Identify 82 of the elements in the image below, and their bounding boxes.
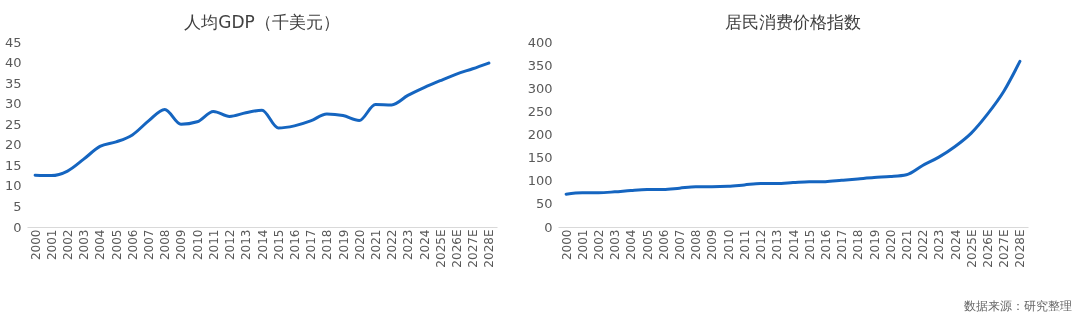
y-tick-label: 15: [4, 157, 22, 173]
x-tick-label: 2025E: [433, 229, 448, 268]
x-tick-label: 2000: [559, 229, 574, 261]
y-tick-label: 400: [527, 34, 553, 50]
x-tick-label: 2026E: [449, 229, 464, 268]
x-tick-label: 2004: [624, 229, 639, 261]
y-tick-label: 50: [535, 196, 553, 212]
x-tick-label: 2027E: [997, 229, 1012, 268]
x-tick-label: 2014: [786, 229, 801, 261]
x-tick-label: 2005: [109, 229, 124, 261]
x-tick-label: 2020: [883, 229, 898, 261]
line-series: [564, 59, 1022, 196]
x-tick-label: 2024: [417, 229, 432, 261]
x-tick-label: 2001: [44, 229, 59, 261]
y-tick-label: 10: [4, 178, 22, 194]
x-tick-label: 2002: [592, 229, 607, 261]
x-tick-label: 2028E: [1013, 229, 1028, 268]
x-tick-label: 2023: [401, 229, 416, 261]
chart-title: 人均GDP（千美元）: [184, 12, 340, 32]
x-tick-label: 2020: [352, 229, 367, 261]
y-tick-label: 30: [4, 96, 22, 112]
source-note: 数据来源：研究整理: [964, 298, 1072, 315]
x-tick-label: 2011: [737, 229, 752, 261]
x-tick-label: 2019: [867, 229, 882, 261]
x-tick-label: 2013: [770, 229, 785, 261]
x-tick-label: 2026E: [980, 229, 995, 268]
x-tick-label: 2012: [223, 229, 238, 261]
y-tick-label: 5: [13, 198, 22, 214]
x-tick-label: 2022: [385, 229, 400, 261]
x-tick-label: 2025E: [964, 229, 979, 268]
chart-title: 居民消费价格指数: [725, 12, 861, 32]
y-tick-label: 25: [4, 116, 22, 132]
x-tick-label: 2017: [835, 229, 850, 261]
x-tick-label: 2003: [77, 229, 92, 261]
x-tick-label: 2016: [818, 229, 833, 261]
y-tick-label: 35: [4, 75, 22, 91]
x-tick-label: 2004: [93, 229, 108, 261]
x-tick-label: 2021: [368, 229, 383, 261]
x-tick-label: 2007: [673, 229, 688, 261]
x-tick-label: 2024: [948, 229, 963, 261]
x-tick-label: 2008: [158, 229, 173, 261]
x-tick-label: 2013: [239, 229, 254, 261]
x-tick-label: 2003: [608, 229, 623, 261]
x-tick-label: 2009: [705, 229, 720, 261]
y-tick-label: 150: [527, 150, 553, 166]
x-tick-label: 2017: [304, 229, 319, 261]
y-tick-label: 0: [13, 219, 22, 235]
line-series: [33, 61, 491, 178]
x-tick-label: 2008: [689, 229, 704, 261]
x-tick-label: 2018: [851, 229, 866, 261]
x-tick-label: 2005: [640, 229, 655, 261]
x-tick-label: 2014: [255, 229, 270, 261]
x-tick-label: 2028E: [482, 229, 497, 268]
x-tick-label: 2027E: [466, 229, 481, 268]
y-tick-label: 350: [527, 57, 553, 73]
x-tick-label: 2010: [190, 229, 205, 261]
x-tick-label: 2021: [899, 229, 914, 261]
x-tick-label: 2006: [125, 229, 140, 261]
x-tick-label: 2001: [575, 229, 590, 261]
x-tick-label: 2019: [336, 229, 351, 261]
x-tick-label: 2015: [271, 229, 286, 261]
y-tick-label: 200: [527, 127, 553, 142]
y-tick-label: 0: [544, 219, 553, 235]
y-tick-label: 40: [4, 55, 22, 71]
x-tick-label: 2007: [142, 229, 157, 261]
x-tick-label: 2002: [61, 229, 76, 261]
x-tick-label: 2000: [28, 229, 43, 261]
x-tick-label: 2023: [932, 229, 947, 261]
x-tick-label: 2012: [754, 229, 769, 261]
y-tick-label: 20: [4, 137, 22, 153]
x-tick-label: 2009: [174, 229, 189, 261]
y-tick-label: 250: [527, 103, 553, 119]
x-tick-label: 2011: [206, 229, 221, 261]
x-tick-label: 2010: [721, 229, 736, 261]
y-tick-label: 100: [527, 173, 553, 189]
x-tick-label: 2015: [802, 229, 817, 261]
y-tick-label: 300: [527, 80, 553, 96]
x-tick-label: 2018: [320, 229, 335, 261]
x-tick-label: 2022: [916, 229, 931, 261]
x-tick-label: 2016: [287, 229, 302, 261]
x-tick-label: 2006: [656, 229, 671, 261]
y-tick-label: 45: [4, 34, 22, 50]
